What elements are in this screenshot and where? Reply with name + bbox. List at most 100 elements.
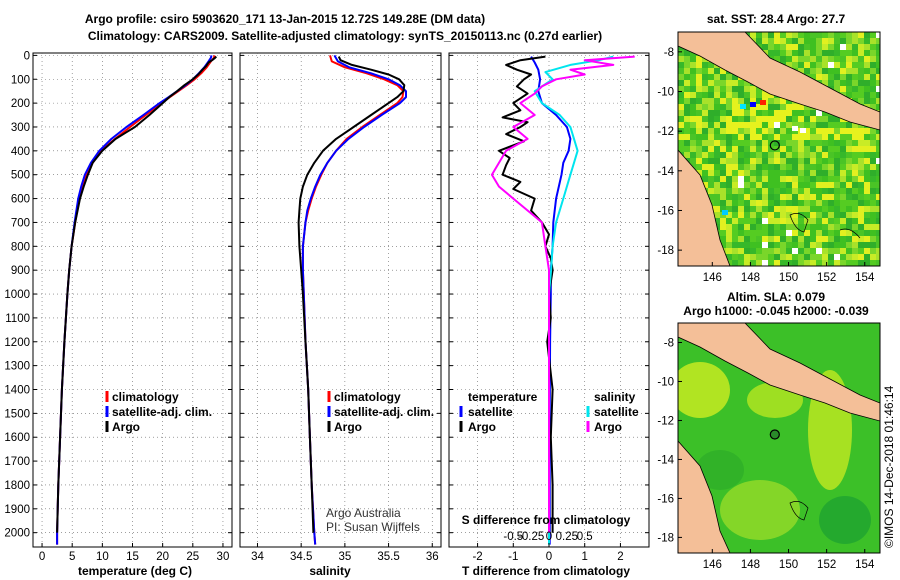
- sst-cell: [792, 188, 798, 194]
- sst-cell: [828, 212, 834, 218]
- sst-cell: [726, 206, 732, 212]
- sst-cell: [810, 194, 816, 200]
- sst-cell: [840, 212, 846, 218]
- sst-cell: [750, 194, 756, 200]
- sst-cell: [816, 140, 822, 146]
- series-climatology: [301, 55, 405, 545]
- sst-cell: [804, 254, 810, 260]
- sst-cell: [852, 80, 858, 86]
- sst-cell: [786, 176, 792, 182]
- sst-cell: [726, 92, 732, 98]
- sst-cell: [750, 218, 756, 224]
- sst-cell: [864, 68, 870, 74]
- sst-cell: [744, 212, 750, 218]
- sst-cell: [726, 110, 732, 116]
- sst-cell: [786, 170, 792, 176]
- sst-cell: [822, 212, 828, 218]
- sst-cell: [750, 182, 756, 188]
- sst-cell: [858, 38, 864, 44]
- sst-cell: [762, 200, 768, 206]
- sst-cell: [858, 140, 864, 146]
- sst-cell: [702, 134, 708, 140]
- sst-cell: [696, 152, 702, 158]
- sst-cell: [690, 140, 696, 146]
- sst-cell: [810, 62, 816, 68]
- sst-cell: [828, 122, 834, 128]
- sst-cell: [726, 128, 732, 134]
- sst-cell: [738, 146, 744, 152]
- sst-cell: [714, 212, 720, 218]
- sst-cell: [876, 212, 880, 218]
- sst-cell: [732, 140, 738, 146]
- sst-cell: [750, 206, 756, 212]
- sst-cell: [822, 206, 828, 212]
- sst-cell: [822, 134, 828, 140]
- sst-cell: [714, 170, 720, 176]
- map-y-tick-label: -16: [657, 205, 674, 217]
- sst-cell: [804, 218, 810, 224]
- sst-cell: [744, 206, 750, 212]
- sst-cell: [774, 218, 780, 224]
- x-tick-label: 0: [39, 551, 45, 563]
- sst-cell: [750, 134, 756, 140]
- sst-cell: [804, 176, 810, 182]
- sst-cell: [834, 218, 840, 224]
- sst-cell: [822, 116, 828, 122]
- sst-cell: [744, 80, 750, 86]
- sst-cell: [846, 242, 852, 248]
- sst-cell: [834, 62, 840, 68]
- sst-cell: [870, 218, 876, 224]
- sst-cell: [810, 134, 816, 140]
- sst-cell: [816, 194, 822, 200]
- sst-map-land-australia: [678, 149, 731, 266]
- sst-cell: [792, 164, 798, 170]
- sst-cell: [870, 152, 876, 158]
- sst-cell: [828, 152, 834, 158]
- sst-cell: [732, 116, 738, 122]
- sst-cell: [864, 206, 870, 212]
- sst-cell: [816, 122, 822, 128]
- series-satellite-adj-clim-: [56, 55, 213, 545]
- sst-cell: [702, 86, 708, 92]
- sst-cell: [750, 236, 756, 242]
- legend-satellite: satellite-adj. clim.: [334, 405, 434, 419]
- sst-cell: [792, 212, 798, 218]
- y-tick-label: 1800: [4, 480, 30, 492]
- sst-cell: [786, 98, 792, 104]
- sst-cell: [870, 260, 876, 266]
- sst-cell: [708, 116, 714, 122]
- sst-cell: [756, 212, 762, 218]
- sst-cell: [756, 140, 762, 146]
- sst-cell: [816, 152, 822, 158]
- sst-cell: [876, 62, 880, 68]
- sst-cell: [864, 98, 870, 104]
- sst-cell: [720, 230, 726, 236]
- sst-cell: [810, 122, 816, 128]
- sst-cell: [852, 56, 858, 62]
- sst-cell: [786, 206, 792, 212]
- sst-cell: [810, 164, 816, 170]
- sst-cell: [840, 182, 846, 188]
- sst-cell: [720, 236, 726, 242]
- sst-cell: [846, 128, 852, 134]
- sst-cell: [858, 164, 864, 170]
- sst-cell: [732, 254, 738, 260]
- sst-cell: [720, 68, 726, 74]
- sst-cell: [768, 260, 774, 266]
- sst-cell: [804, 182, 810, 188]
- sst-cell: [816, 254, 822, 260]
- sst-cell: [780, 158, 786, 164]
- sst-cell: [828, 248, 834, 254]
- sst-cell: [810, 188, 816, 194]
- sst-cell: [708, 152, 714, 158]
- sst-cell: [774, 260, 780, 266]
- sst-cell: [738, 182, 744, 188]
- sst-cell: [870, 242, 876, 248]
- sst-cell: [690, 104, 696, 110]
- sst-cell: [720, 134, 726, 140]
- sst-cell: [756, 98, 762, 104]
- sst-cell: [744, 218, 750, 224]
- sst-cell: [732, 86, 738, 92]
- sst-cell: [834, 224, 840, 230]
- sst-cell: [684, 134, 690, 140]
